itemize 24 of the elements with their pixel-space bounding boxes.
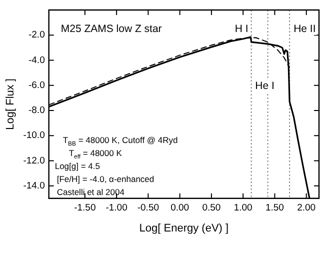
x-tick-label: 2.00	[297, 202, 316, 214]
x-tick-label: 1.50	[265, 202, 284, 214]
x-tick-label: 1.00	[234, 202, 252, 214]
annotation: Castelli et al 2004	[56, 187, 125, 197]
ref-line-label: He II	[294, 23, 316, 35]
x-tick-label: 0.50	[202, 202, 221, 214]
y-tick-label: -10.0	[23, 130, 45, 142]
y-tick-label: -8.0	[28, 105, 45, 116]
y-tick-label: -4.0	[28, 54, 45, 66]
annotation: Log[g] = 4.5	[54, 161, 100, 171]
y-tick-label: -2.0	[28, 30, 45, 41]
x-tick-label: -1.50	[74, 202, 96, 214]
x-axis-title: Log[ Energy (eV) ]	[139, 222, 229, 234]
y-tick-label: -6.0	[28, 80, 45, 91]
annotation: [Fe/H] = -4.0, α-enhanced	[56, 174, 154, 184]
x-tick-label: -1.00	[106, 202, 128, 214]
ref-line-label: H I	[234, 23, 248, 35]
y-tick-label: -12.0	[23, 155, 45, 166]
y-tick-label: -14.0	[23, 180, 45, 192]
x-tick-label: 0.00	[170, 202, 190, 214]
text: M25 ZAMS low Z star	[60, 23, 162, 35]
x-tick-label: -0.50	[137, 202, 160, 214]
y-axis-title: Log[ Flux ]	[4, 78, 17, 130]
ref-line-label: He I	[255, 80, 274, 92]
